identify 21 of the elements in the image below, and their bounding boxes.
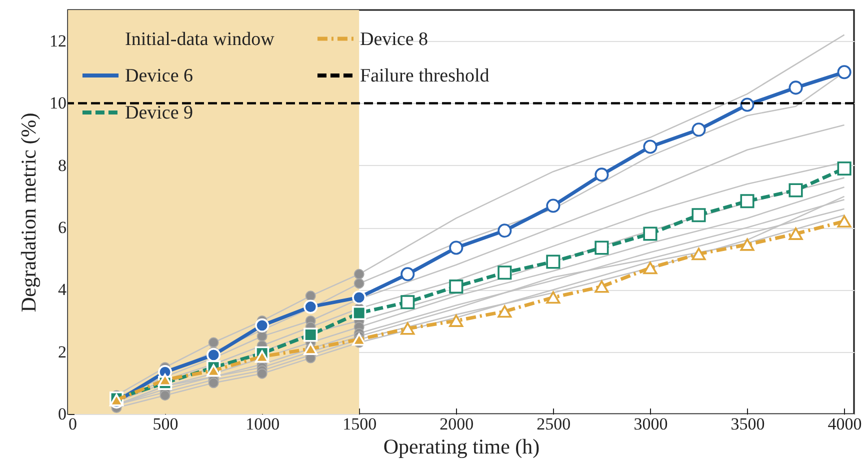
y-tick-label: 4 [58, 280, 67, 300]
y-tick-label: 8 [58, 156, 66, 175]
x-tick-label: 1000 [246, 414, 280, 434]
x-tick-label: 2000 [440, 414, 474, 434]
y-tick-label: 2 [58, 342, 66, 362]
x-tick-label: 1500 [342, 414, 377, 434]
y-axis-title: Degradation metric (%) [16, 112, 40, 312]
legend-label: Device 8 [360, 28, 428, 50]
legend-label: Failure threshold [360, 66, 490, 86]
legend-label: Device 9 [125, 102, 194, 124]
x-tick-label: 3500 [730, 414, 765, 434]
x-tick-label: 2500 [536, 414, 571, 434]
y-tick-label: 6 [58, 218, 66, 238]
x-tick-label: 3000 [634, 414, 668, 434]
x-tick-label: 500 [152, 414, 178, 434]
x-axis-title: Operating time (h) [383, 434, 540, 458]
band-label: Initial-data window [125, 28, 275, 50]
x-tick-label: 4000 [828, 414, 862, 434]
y-tick-label: 10 [50, 94, 66, 113]
y-tick-label: 12 [50, 32, 66, 51]
legend-label: Device 6 [125, 66, 194, 86]
